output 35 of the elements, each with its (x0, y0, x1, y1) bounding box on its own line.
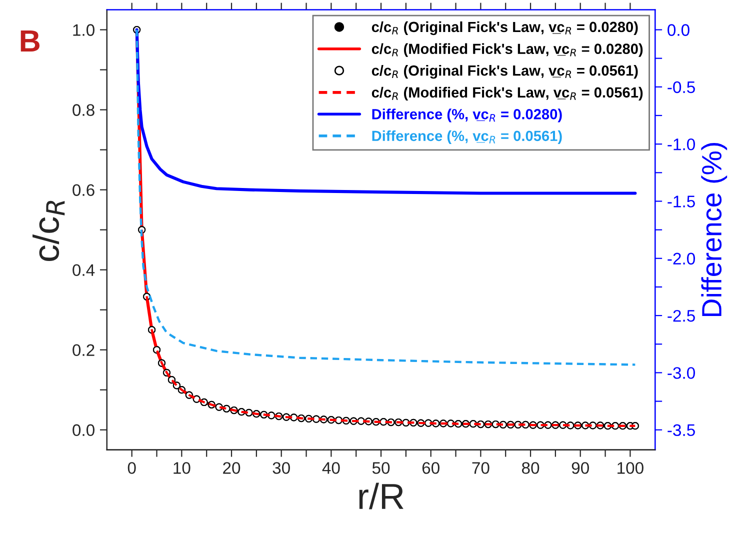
legend-label: c/c$_{R}$ (Modified Fick's Law, v̲c$_{R}$ = 0.0280) (372, 43, 643, 57)
y-tick-label: 0.0 (72, 424, 94, 436)
x-tick-label: 50 (372, 462, 390, 474)
y2-tick-label: -2.5 (668, 310, 695, 322)
x-tick-label: 60 (422, 462, 440, 474)
y-tick-label: 0.4 (72, 264, 95, 276)
x-tick-label: 10 (174, 462, 190, 474)
x-tick-label: 100 (618, 462, 644, 474)
y2-tick-label: -0.5 (668, 81, 695, 94)
x-tick-label: 30 (272, 462, 290, 474)
legend-label: c/c$_{R}$ (Modified Fick's Law, v̲c$_{R}$ = 0.0561) (372, 86, 643, 100)
y2-tick-label: -3.0 (668, 367, 695, 379)
x-tick-label: 90 (572, 462, 589, 474)
y-tick-label: 0.6 (72, 184, 94, 196)
x-axis-title: r/R (359, 482, 404, 510)
text: B (20, 30, 40, 52)
x-tick-label: 40 (322, 462, 340, 474)
y2-tick-label: -3.5 (668, 424, 695, 436)
y-tick-label: 0.8 (72, 104, 94, 116)
y2-tick-label: -1.5 (668, 196, 695, 208)
legend-label: c/c$_{R}$ (Original Fick's Law, v̲c$_{R}$ = 0.0561) (372, 65, 638, 79)
y2-tick-label: -1.0 (668, 138, 695, 150)
legend-label: c/c$_{R}$ (Original Fick's Law, v̲c$_{R}$ = 0.0280) (372, 21, 638, 36)
y2-tick-label: -2.0 (668, 252, 695, 265)
y-tick-label: 1.0 (73, 24, 94, 36)
x-tick-label: 0 (128, 462, 136, 474)
y-axis-title: c/c$_{R}$ (32, 200, 65, 261)
x-tick-label: 80 (522, 462, 540, 474)
y2-tick-label: 0.0 (668, 24, 690, 36)
legend-label: Difference (%, v̲c$_{R}$ = 0.0280) (372, 108, 562, 122)
x-tick-label: 70 (472, 462, 490, 474)
y-tick-label: 0.2 (72, 344, 94, 356)
y2-axis-title: Difference (%) (701, 143, 728, 316)
x-tick-label: 20 (223, 462, 240, 474)
legend-label: Difference (%, v̲c$_{R}$ = 0.0561) (372, 130, 562, 144)
